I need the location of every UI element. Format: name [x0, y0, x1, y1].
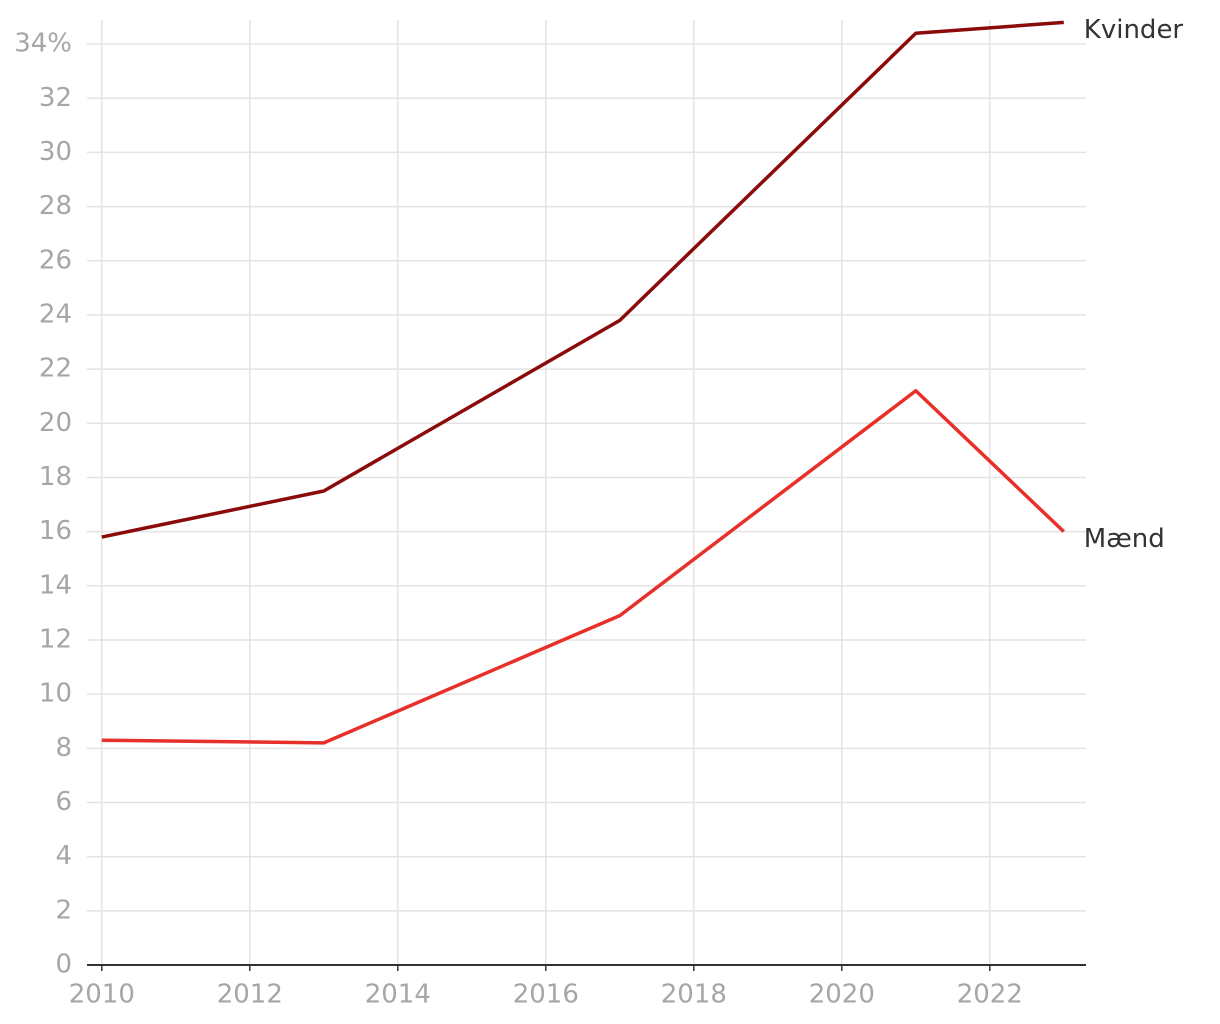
x-tick-label: 2016 — [513, 980, 579, 1010]
y-tick-label: 18 — [39, 462, 72, 492]
y-tick-label: 12 — [39, 624, 72, 654]
x-tick-label: 2010 — [69, 980, 135, 1010]
y-tick-label: 30 — [39, 137, 72, 167]
y-tick-label: 24 — [39, 299, 72, 329]
series-label: Mænd — [1084, 524, 1165, 554]
series-label: Kvinder — [1084, 15, 1184, 45]
y-tick-label: 16 — [39, 516, 72, 546]
y-tick-label: 22 — [39, 354, 72, 384]
y-tick-label: 2 — [55, 895, 72, 925]
y-tick-label: 34% — [14, 29, 72, 59]
series-line — [101, 20, 1064, 539]
series-line — [101, 389, 1066, 745]
y-tick-label: 20 — [39, 408, 72, 438]
y-tick-label: 6 — [55, 787, 72, 817]
y-tick-label: 10 — [39, 679, 72, 709]
y-tick-label: 4 — [55, 841, 72, 871]
x-tick-label: 2014 — [365, 980, 431, 1010]
y-tick-label: 0 — [55, 950, 72, 980]
y-tick-label: 28 — [39, 191, 72, 221]
x-tick-label: 2018 — [661, 980, 727, 1010]
y-tick-label: 32 — [39, 83, 72, 113]
x-tick-label: 2012 — [217, 980, 283, 1010]
x-tick-label: 2020 — [809, 980, 875, 1010]
y-tick-label: 8 — [55, 733, 72, 763]
y-tick-label: 14 — [39, 570, 72, 600]
y-tick-label: 26 — [39, 245, 72, 275]
x-tick-label: 2022 — [957, 980, 1023, 1010]
